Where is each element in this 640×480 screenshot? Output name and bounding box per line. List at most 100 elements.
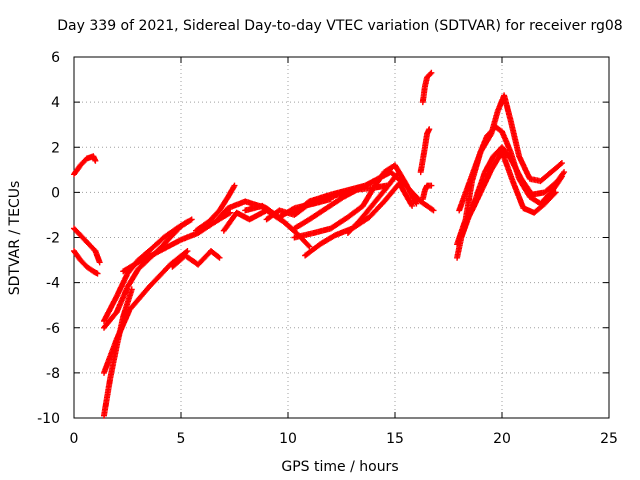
series-mark (124, 267, 141, 291)
series-mark (430, 207, 437, 214)
series-mark (135, 248, 162, 266)
series-mark (145, 235, 166, 254)
series-mark (101, 294, 120, 324)
series-mark (499, 148, 516, 183)
y-tick-label: -6 (46, 321, 60, 337)
series-mark (344, 217, 363, 236)
x-tick-label: 5 (177, 431, 186, 447)
series-arc21 (419, 182, 435, 203)
series-mark (419, 84, 428, 106)
series-mark (77, 257, 89, 269)
series-mark (561, 169, 568, 176)
series-mark (306, 206, 329, 223)
series-mark (71, 225, 83, 238)
series-mark (101, 337, 120, 376)
x-tick-label: 0 (70, 431, 79, 447)
y-tick-label: -4 (46, 276, 60, 292)
y-tick-label: -2 (46, 231, 60, 247)
series-mark (370, 186, 389, 207)
series-mark (113, 272, 130, 300)
series-mark (242, 203, 264, 214)
series-arc22 (419, 69, 435, 106)
y-tick-label: 4 (51, 95, 60, 111)
series-mark (184, 218, 191, 225)
series-mark (344, 183, 367, 194)
series-mark (77, 156, 89, 169)
series-mark (507, 148, 522, 181)
series-mark (205, 208, 222, 225)
series-mark (327, 187, 350, 198)
series-mark (396, 180, 415, 208)
series-mark (509, 178, 526, 210)
series-mark (548, 161, 564, 176)
series-mark (492, 123, 504, 134)
series-mark (120, 260, 140, 275)
series-mark (216, 195, 231, 214)
series-arc19 (344, 171, 401, 236)
series-arc26 (460, 148, 559, 230)
series-mark (370, 170, 387, 191)
series-mark (501, 92, 514, 122)
series-mark (145, 262, 173, 291)
series-mark (426, 126, 433, 133)
series-mark (392, 162, 408, 186)
series-mark (366, 199, 387, 221)
series-arc3 (71, 248, 101, 277)
x-tick-label: 10 (279, 431, 297, 447)
series-mark (428, 69, 435, 76)
series-mark (156, 237, 183, 254)
series-mark (552, 189, 559, 196)
series-mark (182, 252, 200, 267)
series-arc20 (417, 126, 433, 176)
series-mark (548, 174, 564, 196)
series-mark (327, 215, 350, 232)
series-mark (558, 173, 565, 180)
series-mark (302, 242, 322, 259)
series-mark (481, 154, 496, 176)
series-mark (306, 243, 313, 250)
series-mark (317, 233, 337, 248)
series-arc17 (291, 162, 420, 241)
series-arc8 (120, 209, 234, 275)
y-tick-label: -10 (37, 411, 60, 427)
series-mark (323, 194, 346, 212)
y-tick-label: 6 (51, 50, 60, 66)
series-mark (477, 132, 494, 155)
series-mark (216, 254, 223, 261)
series-mark (169, 253, 188, 270)
series-mark (507, 117, 522, 158)
series-mark (417, 145, 428, 176)
series-mark (246, 208, 269, 223)
series-mark (231, 182, 238, 189)
series-mark (424, 70, 434, 81)
y-tick-label: 2 (51, 140, 60, 156)
series-mark (120, 287, 135, 320)
y-tick-labels: -10 -8 -6 -4 -2 0 2 4 6 (37, 50, 60, 427)
y-axis-label: SDTVAR / TECUs (7, 181, 23, 296)
series-mark (101, 310, 119, 331)
series-mark (83, 239, 98, 253)
x-tick-labels: 0 5 10 15 20 25 (70, 431, 618, 447)
series-mark (160, 226, 179, 241)
series-mark (227, 209, 234, 216)
series-mark (306, 192, 333, 205)
series-mark (276, 207, 296, 218)
series-arc2 (71, 225, 103, 266)
series-mark (357, 201, 376, 223)
series-mark (71, 248, 83, 262)
series-mark (195, 249, 213, 268)
chart-title: Day 339 of 2021, Sidereal Day-to-day VTE… (57, 18, 622, 34)
series-mark (113, 308, 132, 342)
series-mark (107, 344, 120, 381)
series-mark (188, 216, 195, 223)
series-mark (428, 182, 435, 189)
y-tick-label: -8 (46, 366, 60, 382)
series-mark (456, 179, 473, 214)
series-mark (466, 150, 484, 185)
x-axis-label: GPS time / hours (281, 459, 398, 475)
series-mark (516, 175, 533, 199)
x-tick-label: 20 (493, 431, 511, 447)
series-mark (173, 219, 190, 232)
